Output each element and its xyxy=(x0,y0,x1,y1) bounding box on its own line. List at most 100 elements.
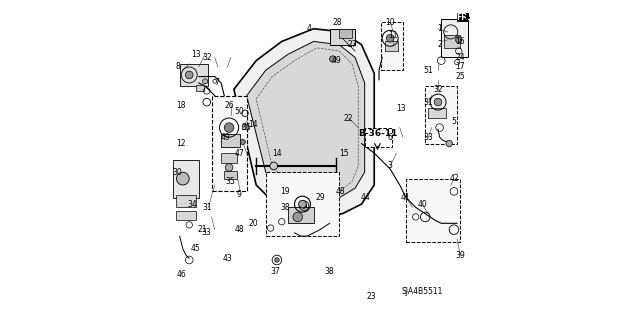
Text: SJA4B5511: SJA4B5511 xyxy=(401,287,443,296)
Bar xyxy=(266,172,339,236)
Text: 14: 14 xyxy=(272,149,282,158)
Text: 48: 48 xyxy=(235,225,244,234)
Text: 49: 49 xyxy=(221,133,231,142)
Text: 40: 40 xyxy=(417,200,427,209)
Text: 51: 51 xyxy=(424,66,433,75)
Text: 21: 21 xyxy=(197,225,207,234)
Text: 41: 41 xyxy=(401,193,410,202)
Text: 9: 9 xyxy=(236,190,241,199)
Text: 2: 2 xyxy=(437,40,442,49)
Text: 50: 50 xyxy=(235,107,244,116)
Polygon shape xyxy=(234,29,374,217)
Text: 34: 34 xyxy=(188,200,197,209)
Text: 44: 44 xyxy=(361,193,371,202)
Text: 36: 36 xyxy=(242,123,252,132)
Bar xyxy=(221,134,240,147)
Text: 29: 29 xyxy=(315,193,325,202)
Text: B-36-11: B-36-11 xyxy=(358,130,397,138)
Text: 37: 37 xyxy=(271,267,280,276)
Text: 48: 48 xyxy=(336,187,346,196)
Bar xyxy=(444,35,460,48)
Text: 27: 27 xyxy=(347,40,356,49)
Bar xyxy=(285,201,323,211)
Circle shape xyxy=(330,56,336,62)
Text: 14: 14 xyxy=(248,120,258,129)
Text: 30: 30 xyxy=(173,168,182,177)
Text: 31: 31 xyxy=(202,203,212,212)
Text: 32: 32 xyxy=(202,53,212,62)
Text: 5: 5 xyxy=(452,117,456,126)
Text: 16: 16 xyxy=(456,37,465,46)
Bar xyxy=(381,22,403,70)
Text: 22: 22 xyxy=(344,114,353,122)
Text: 23: 23 xyxy=(366,292,376,301)
Text: 33: 33 xyxy=(202,228,212,237)
Text: 43: 43 xyxy=(223,254,232,263)
Bar xyxy=(224,171,237,179)
Text: 28: 28 xyxy=(333,18,342,27)
Text: 31: 31 xyxy=(424,98,433,107)
Text: 6: 6 xyxy=(388,133,392,142)
Circle shape xyxy=(387,34,394,42)
Bar xyxy=(406,179,460,242)
Text: 47: 47 xyxy=(235,149,244,158)
Text: 13: 13 xyxy=(191,50,200,59)
Circle shape xyxy=(456,37,462,43)
Text: 7: 7 xyxy=(214,78,219,87)
Circle shape xyxy=(186,71,193,79)
Text: 3: 3 xyxy=(388,161,392,170)
Text: 38: 38 xyxy=(324,267,334,276)
Circle shape xyxy=(224,123,234,132)
Text: 25: 25 xyxy=(456,72,465,81)
Bar xyxy=(330,29,355,45)
Text: 42: 42 xyxy=(449,174,459,183)
Bar xyxy=(177,195,196,207)
Text: 24: 24 xyxy=(456,53,465,62)
Bar xyxy=(457,13,469,22)
Circle shape xyxy=(301,203,307,208)
Text: 46: 46 xyxy=(177,270,186,279)
Text: 11: 11 xyxy=(388,31,398,40)
Text: 20: 20 xyxy=(248,219,258,228)
Circle shape xyxy=(446,140,452,147)
Circle shape xyxy=(177,172,189,185)
Text: 35: 35 xyxy=(226,177,236,186)
Text: 8: 8 xyxy=(175,63,180,71)
Bar xyxy=(288,207,314,223)
Bar xyxy=(173,160,199,198)
Circle shape xyxy=(299,200,307,208)
Bar xyxy=(212,96,246,191)
Text: 4: 4 xyxy=(307,24,311,33)
Circle shape xyxy=(293,212,303,222)
Text: 13: 13 xyxy=(397,104,406,113)
Text: 33: 33 xyxy=(424,133,433,142)
Bar xyxy=(288,185,320,201)
Text: 12: 12 xyxy=(177,139,186,148)
Text: 32: 32 xyxy=(433,85,443,94)
Circle shape xyxy=(434,98,442,106)
Circle shape xyxy=(225,164,233,171)
Text: FR.: FR. xyxy=(456,13,470,22)
Bar xyxy=(425,86,457,144)
Polygon shape xyxy=(246,41,365,201)
Text: 45: 45 xyxy=(191,244,200,253)
Circle shape xyxy=(275,258,279,262)
Bar xyxy=(196,85,204,91)
Text: 1: 1 xyxy=(437,24,442,33)
Text: 10: 10 xyxy=(385,18,395,27)
Bar xyxy=(282,182,326,204)
Bar xyxy=(339,29,352,38)
Text: 38: 38 xyxy=(280,203,290,212)
Bar xyxy=(428,108,446,118)
Circle shape xyxy=(240,139,245,145)
Text: 17: 17 xyxy=(456,63,465,71)
Bar xyxy=(180,64,209,86)
Bar xyxy=(365,128,392,147)
Bar xyxy=(441,19,468,57)
Bar xyxy=(385,41,398,51)
Text: 18: 18 xyxy=(177,101,186,110)
Circle shape xyxy=(203,79,208,84)
Bar xyxy=(177,211,196,220)
Text: 26: 26 xyxy=(224,101,234,110)
Text: 15: 15 xyxy=(339,149,349,158)
